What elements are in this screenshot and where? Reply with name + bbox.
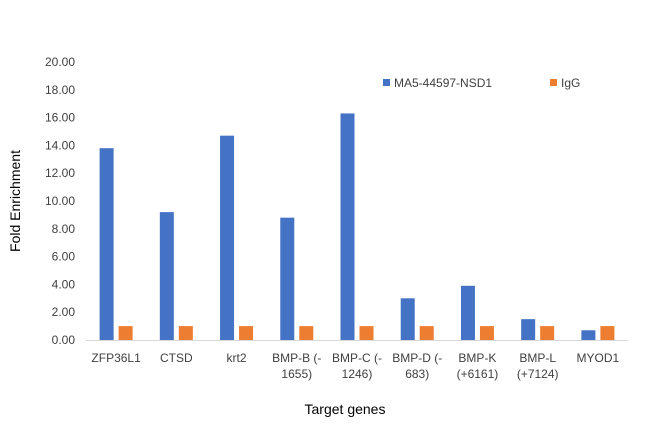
bar-nsd1: [460, 285, 475, 340]
y-tick-label: 10.00: [45, 194, 75, 208]
bar-nsd1: [220, 135, 235, 340]
bar-nsd1: [521, 319, 536, 340]
y-tick-label: 12.00: [45, 166, 75, 180]
legend-swatch: [550, 79, 557, 86]
x-tick-label: CTSD: [160, 351, 193, 365]
bar-igg: [178, 326, 193, 340]
x-axis-ticks: ZFP36L1 CTSD krt2 BMP-B (-1655) BMP-C (-1246…: [91, 351, 619, 381]
x-tick-label: BMP-L (+7124): [517, 351, 559, 381]
y-tick-label: 2.00: [52, 305, 76, 319]
bar-igg: [479, 326, 494, 340]
y-tick-label: 0.00: [52, 333, 76, 347]
bar-igg: [359, 326, 374, 340]
bar-nsd1: [340, 113, 355, 341]
bar-nsd1: [400, 298, 415, 340]
legend-label: MA5-44597-NSD1: [394, 76, 492, 90]
y-tick-label: 14.00: [45, 138, 75, 152]
y-tick-label: 6.00: [52, 250, 76, 264]
bar-igg: [118, 326, 133, 340]
bar-igg: [299, 326, 314, 340]
bar-nsd1: [581, 330, 596, 340]
bar-nsd1: [280, 217, 295, 340]
bar-igg: [600, 326, 615, 340]
legend-label: IgG: [561, 76, 580, 90]
bar-igg: [540, 326, 555, 340]
bar-igg: [239, 326, 254, 340]
y-tick-label: 8.00: [52, 222, 76, 236]
x-tick-label: BMP-B (-1655): [272, 351, 321, 381]
y-tick-label: 20.00: [45, 55, 75, 69]
x-tick-label: BMP-D (-683): [392, 351, 442, 381]
x-tick-label: MYOD1: [577, 351, 620, 365]
y-tick-label: 4.00: [52, 277, 76, 291]
bar-nsd1: [159, 212, 174, 340]
x-axis-title: Target genes: [305, 401, 386, 417]
x-tick-label: ZFP36L1: [91, 351, 141, 365]
x-tick-label: krt2: [227, 351, 247, 365]
x-tick-label: BMP-K (+6161): [457, 351, 499, 381]
legend: MA5-44597-NSD1 IgG: [383, 76, 580, 90]
y-tick-label: 18.00: [45, 83, 75, 97]
bar-igg: [419, 326, 434, 340]
x-tick-label: BMP-C (-1246): [332, 351, 382, 381]
y-axis-ticks: 0.00 2.00 4.00 6.00 8.00 10.00 12.00 14.00 16.00…: [45, 55, 75, 347]
bar-nsd1: [99, 148, 114, 340]
legend-swatch: [383, 79, 390, 86]
bars: [99, 113, 615, 341]
y-axis-title: Fold Enrichment: [7, 150, 23, 252]
y-tick-label: 16.00: [45, 111, 75, 125]
